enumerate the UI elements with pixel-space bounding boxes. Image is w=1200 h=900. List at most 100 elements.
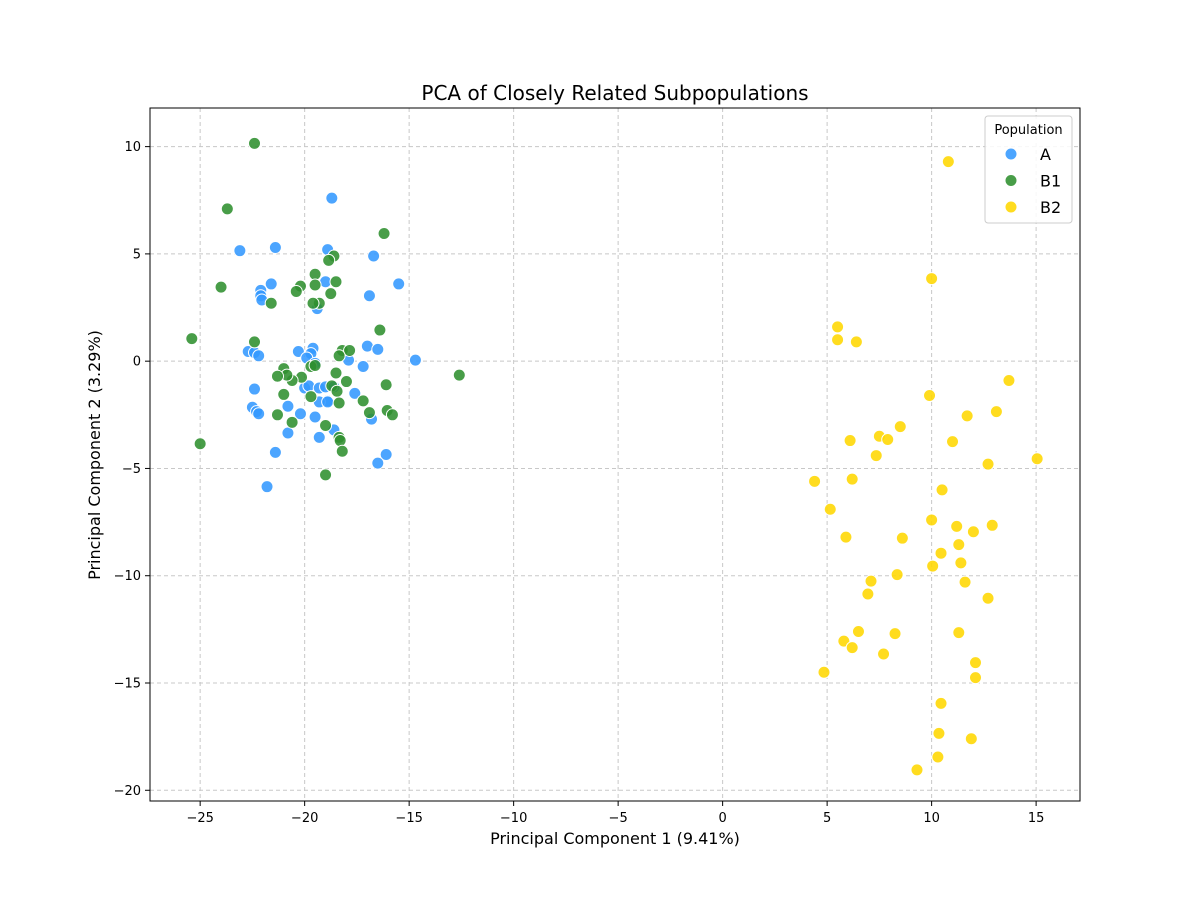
data-point-a xyxy=(247,382,261,396)
data-point-a xyxy=(281,399,295,413)
series-b2 xyxy=(808,155,1044,777)
y-tick-label: −15 xyxy=(114,676,141,691)
data-point-b1 xyxy=(343,343,357,357)
data-point-b1 xyxy=(270,369,284,383)
data-point-b1 xyxy=(304,390,318,404)
data-point-b1 xyxy=(319,419,333,433)
x-tick-label: −5 xyxy=(609,811,628,826)
data-point-b2 xyxy=(893,420,907,434)
data-point-b2 xyxy=(981,457,995,471)
data-point-b2 xyxy=(931,750,945,764)
x-axis-label: Principal Component 1 (9.41%) xyxy=(490,829,740,848)
data-points xyxy=(185,136,1044,777)
legend-label-b2: B2 xyxy=(1040,198,1061,217)
data-point-b1 xyxy=(332,396,346,410)
data-point-b1 xyxy=(277,387,291,401)
data-point-b1 xyxy=(270,408,284,422)
data-point-b1 xyxy=(322,253,336,267)
data-point-b1 xyxy=(308,358,322,372)
chart-title: PCA of Closely Related Subpopulations xyxy=(421,81,808,105)
data-point-a xyxy=(371,342,385,356)
data-point-b1 xyxy=(306,296,320,310)
data-point-b2 xyxy=(888,627,902,641)
data-point-b2 xyxy=(925,513,939,527)
data-point-a xyxy=(293,407,307,421)
data-point-a xyxy=(268,445,282,459)
data-point-b2 xyxy=(895,531,909,545)
data-point-b1 xyxy=(452,368,466,382)
data-point-b1 xyxy=(373,323,387,337)
data-point-b2 xyxy=(881,432,895,446)
data-point-a xyxy=(308,410,322,424)
x-tick-label: −25 xyxy=(186,811,213,826)
x-tick-label: −10 xyxy=(500,811,527,826)
data-point-b1 xyxy=(193,437,207,451)
legend-marker-b2 xyxy=(1004,200,1018,214)
data-point-b1 xyxy=(330,384,344,398)
data-point-b2 xyxy=(969,671,983,685)
data-point-a xyxy=(268,240,282,254)
data-point-b1 xyxy=(385,408,399,422)
data-point-b1 xyxy=(214,280,228,294)
data-point-b1 xyxy=(329,366,343,380)
data-point-b1 xyxy=(379,378,393,392)
x-tick-label: −20 xyxy=(291,811,318,826)
y-tick-label: 10 xyxy=(124,140,141,155)
data-point-b2 xyxy=(954,556,968,570)
data-point-b1 xyxy=(332,349,346,363)
data-point-b2 xyxy=(910,763,924,777)
data-point-a xyxy=(281,426,295,440)
legend-label-a: A xyxy=(1040,145,1051,164)
data-point-a xyxy=(371,456,385,470)
data-point-b2 xyxy=(964,732,978,746)
data-point-b2 xyxy=(934,546,948,560)
y-tick-label: 5 xyxy=(133,247,141,262)
data-point-a xyxy=(392,277,406,291)
y-tick-label: 0 xyxy=(133,355,141,370)
data-point-b2 xyxy=(952,538,966,552)
data-point-b2 xyxy=(985,518,999,532)
data-point-b1 xyxy=(289,284,303,298)
legend-title: Population xyxy=(994,123,1062,138)
data-point-a xyxy=(252,407,266,421)
data-point-b2 xyxy=(989,405,1003,419)
data-point-b2 xyxy=(981,591,995,605)
data-point-b1 xyxy=(329,275,343,289)
data-point-b2 xyxy=(877,647,891,661)
data-point-b2 xyxy=(923,388,937,402)
data-point-b1 xyxy=(247,335,261,349)
data-point-b2 xyxy=(831,333,845,347)
data-point-b1 xyxy=(377,227,391,241)
y-tick-label: −5 xyxy=(122,462,141,477)
data-point-b2 xyxy=(869,449,883,463)
data-point-b2 xyxy=(926,559,940,573)
legend-marker-b1 xyxy=(1004,174,1018,187)
data-point-a xyxy=(379,448,393,461)
data-point-b2 xyxy=(950,519,964,533)
data-point-b2 xyxy=(946,435,960,449)
data-point-b2 xyxy=(1030,452,1044,466)
data-point-a xyxy=(408,353,422,367)
data-point-b2 xyxy=(960,409,974,423)
data-point-b2 xyxy=(935,483,949,497)
data-point-a xyxy=(312,430,326,444)
y-tick-label: −20 xyxy=(114,784,141,799)
data-point-b2 xyxy=(831,320,845,334)
data-point-a xyxy=(325,191,339,205)
x-tick-label: −15 xyxy=(395,811,422,826)
data-point-b2 xyxy=(864,574,878,588)
data-point-b2 xyxy=(941,155,955,169)
data-point-b2 xyxy=(932,726,946,740)
data-point-a xyxy=(260,480,274,494)
data-point-b1 xyxy=(285,415,299,429)
x-tick-label: 5 xyxy=(823,811,831,826)
data-point-b1 xyxy=(247,136,261,150)
y-axis-label: Principal Component 2 (3.29%) xyxy=(85,330,104,580)
plot-frame xyxy=(149,107,1081,802)
data-point-b1 xyxy=(333,434,347,448)
data-point-b2 xyxy=(952,626,966,640)
data-point-b2 xyxy=(969,656,983,670)
data-point-a xyxy=(348,386,362,400)
legend-label-b1: B1 xyxy=(1040,172,1061,191)
